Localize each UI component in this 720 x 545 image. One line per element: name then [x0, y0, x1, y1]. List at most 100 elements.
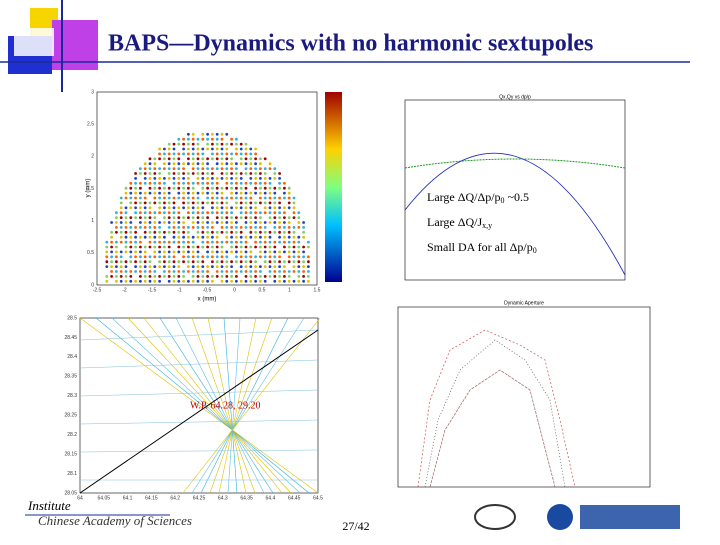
- dot: [220, 255, 224, 259]
- dot: [239, 216, 243, 220]
- dot: [115, 245, 118, 249]
- dot: [148, 177, 152, 180]
- dot: [278, 177, 281, 180]
- dot: [215, 191, 219, 195]
- dot: [196, 250, 200, 254]
- dot: [105, 250, 109, 254]
- dot: [220, 137, 224, 141]
- dot: [287, 270, 291, 273]
- dot: [153, 240, 157, 244]
- dot: [307, 245, 310, 249]
- dot: [244, 181, 248, 185]
- dot: [287, 279, 291, 283]
- dot: [235, 147, 238, 151]
- dot: [187, 279, 190, 283]
- dot: [119, 250, 123, 254]
- dot: [254, 221, 257, 224]
- dot: [182, 147, 186, 151]
- dot: [215, 265, 219, 268]
- dot: [259, 167, 262, 171]
- dot: [110, 221, 113, 224]
- dot: [297, 235, 301, 239]
- dot: [153, 157, 157, 161]
- dot: [215, 132, 219, 136]
- dot: [249, 147, 253, 151]
- dot: [263, 172, 267, 175]
- dot: [139, 279, 142, 283]
- dot: [273, 211, 277, 215]
- dot: [215, 255, 219, 259]
- dot: [215, 137, 219, 141]
- dot: [230, 186, 234, 190]
- dot: [239, 235, 243, 239]
- dot: [182, 260, 186, 264]
- dot: [206, 177, 210, 180]
- dot: [201, 191, 205, 195]
- dot: [254, 177, 257, 180]
- x-tick-label: -1.5: [148, 287, 157, 293]
- dot: [129, 216, 133, 220]
- dot: [292, 196, 296, 200]
- logo: [547, 504, 573, 530]
- dot: [139, 191, 142, 195]
- dot: [163, 157, 166, 161]
- dot: [302, 221, 305, 224]
- dot: [211, 226, 214, 229]
- dot: [239, 245, 243, 249]
- dot: [139, 216, 142, 220]
- curve: [417, 329, 576, 488]
- dot: [191, 147, 195, 151]
- dot: [254, 162, 257, 166]
- dot: [254, 255, 257, 259]
- dot: [158, 230, 162, 234]
- dot: [153, 172, 157, 175]
- dot: [287, 245, 291, 249]
- dot: [249, 167, 253, 171]
- dot: [119, 206, 123, 210]
- dot: [158, 186, 162, 190]
- dot: [167, 216, 171, 220]
- dot: [191, 206, 195, 210]
- dot: [206, 167, 210, 171]
- dot: [235, 172, 238, 175]
- dot: [220, 142, 224, 146]
- dot: [239, 226, 243, 229]
- dot: [191, 142, 195, 146]
- dot: [206, 275, 210, 278]
- dot: [124, 211, 128, 215]
- dot: [211, 142, 214, 146]
- dot: [273, 167, 277, 171]
- dot: [230, 177, 234, 180]
- dot: [239, 152, 243, 156]
- dot: [283, 181, 286, 185]
- dot: [124, 240, 128, 244]
- dot: [206, 279, 210, 283]
- dot: [191, 250, 195, 254]
- bullet-sub: x,y: [482, 221, 492, 230]
- dot: [196, 206, 200, 210]
- dot: [148, 279, 152, 283]
- x-tick-label: 1: [288, 287, 291, 293]
- dot: [139, 211, 142, 215]
- resonance-lines: [79, 317, 321, 494]
- dot: [244, 172, 248, 175]
- dot: [307, 279, 310, 283]
- dot: [239, 240, 243, 244]
- dot: [167, 172, 171, 175]
- dot: [220, 152, 224, 156]
- dot: [268, 177, 272, 180]
- dot: [177, 142, 181, 146]
- dot: [215, 211, 219, 215]
- dot: [172, 216, 176, 220]
- dot: [196, 142, 200, 146]
- dot: [172, 211, 176, 215]
- dot: [153, 245, 157, 249]
- dot: [254, 201, 257, 205]
- dot: [201, 132, 205, 136]
- dot: [119, 216, 123, 220]
- dot: [158, 221, 162, 224]
- dot: [153, 216, 157, 220]
- dot: [153, 167, 157, 171]
- dot: [259, 240, 262, 244]
- y-label: y (mm): [86, 179, 92, 198]
